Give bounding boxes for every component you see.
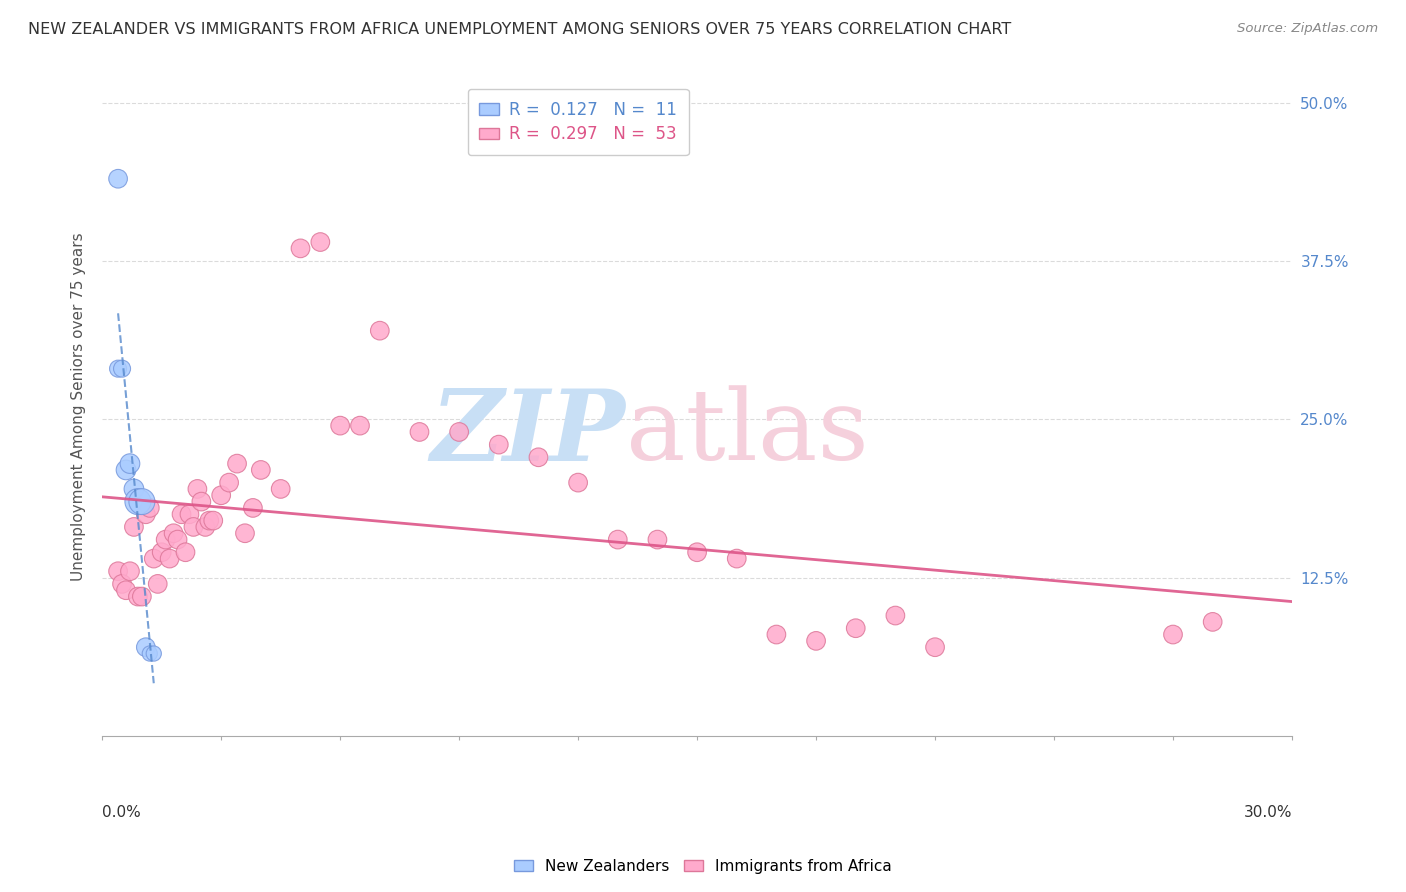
Point bbox=[183, 520, 205, 534]
Text: Source: ZipAtlas.com: Source: ZipAtlas.com bbox=[1237, 22, 1378, 36]
Point bbox=[845, 621, 868, 635]
Point bbox=[179, 508, 201, 522]
Point bbox=[170, 508, 193, 522]
Point bbox=[190, 494, 212, 508]
Point bbox=[122, 482, 145, 496]
Point bbox=[647, 533, 669, 547]
Point bbox=[725, 551, 748, 566]
Point bbox=[131, 590, 153, 604]
Point bbox=[309, 235, 332, 249]
Point bbox=[107, 171, 129, 186]
Text: 0.0%: 0.0% bbox=[103, 805, 141, 821]
Point bbox=[146, 577, 169, 591]
Point bbox=[242, 500, 264, 515]
Point bbox=[139, 500, 162, 515]
Point bbox=[150, 545, 173, 559]
Point bbox=[118, 457, 141, 471]
Point bbox=[198, 514, 221, 528]
Point bbox=[202, 514, 225, 528]
Point bbox=[1201, 615, 1223, 629]
Point bbox=[233, 526, 256, 541]
Point bbox=[115, 583, 138, 598]
Point bbox=[527, 450, 550, 465]
Point bbox=[107, 564, 129, 578]
Point bbox=[111, 361, 134, 376]
Text: atlas: atlas bbox=[626, 385, 869, 481]
Point bbox=[131, 494, 153, 508]
Point bbox=[174, 545, 197, 559]
Point bbox=[209, 488, 232, 502]
Point bbox=[567, 475, 589, 490]
Y-axis label: Unemployment Among Seniors over 75 years: Unemployment Among Seniors over 75 years bbox=[72, 232, 86, 581]
Point bbox=[804, 633, 827, 648]
Point bbox=[135, 508, 157, 522]
Point bbox=[218, 475, 240, 490]
Text: NEW ZEALANDER VS IMMIGRANTS FROM AFRICA UNEMPLOYMENT AMONG SENIORS OVER 75 YEARS: NEW ZEALANDER VS IMMIGRANTS FROM AFRICA … bbox=[28, 22, 1011, 37]
Point bbox=[250, 463, 273, 477]
Point bbox=[1161, 627, 1184, 641]
Point bbox=[924, 640, 946, 655]
Point bbox=[186, 482, 208, 496]
Point bbox=[142, 647, 165, 661]
Text: ZIP: ZIP bbox=[430, 384, 626, 481]
Legend: New Zealanders, Immigrants from Africa: New Zealanders, Immigrants from Africa bbox=[508, 853, 898, 880]
Point bbox=[270, 482, 292, 496]
Point bbox=[118, 564, 141, 578]
Text: 30.0%: 30.0% bbox=[1243, 805, 1292, 821]
Point bbox=[408, 425, 430, 439]
Point bbox=[226, 457, 249, 471]
Point bbox=[139, 647, 162, 661]
Point bbox=[135, 640, 157, 655]
Point bbox=[155, 533, 177, 547]
Point bbox=[127, 590, 149, 604]
Point bbox=[122, 520, 145, 534]
Point bbox=[162, 526, 184, 541]
Legend: R =  0.127   N =  11, R =  0.297   N =  53: R = 0.127 N = 11, R = 0.297 N = 53 bbox=[468, 89, 689, 155]
Point bbox=[349, 418, 371, 433]
Point bbox=[166, 533, 188, 547]
Point bbox=[606, 533, 628, 547]
Point bbox=[107, 361, 129, 376]
Point bbox=[488, 437, 510, 451]
Point bbox=[194, 520, 217, 534]
Point bbox=[884, 608, 907, 623]
Point bbox=[449, 425, 471, 439]
Point bbox=[142, 551, 165, 566]
Point bbox=[686, 545, 709, 559]
Point bbox=[111, 577, 134, 591]
Point bbox=[368, 324, 391, 338]
Point bbox=[127, 494, 149, 508]
Point bbox=[115, 463, 138, 477]
Point bbox=[290, 241, 312, 255]
Point bbox=[765, 627, 787, 641]
Point bbox=[329, 418, 352, 433]
Point bbox=[159, 551, 181, 566]
